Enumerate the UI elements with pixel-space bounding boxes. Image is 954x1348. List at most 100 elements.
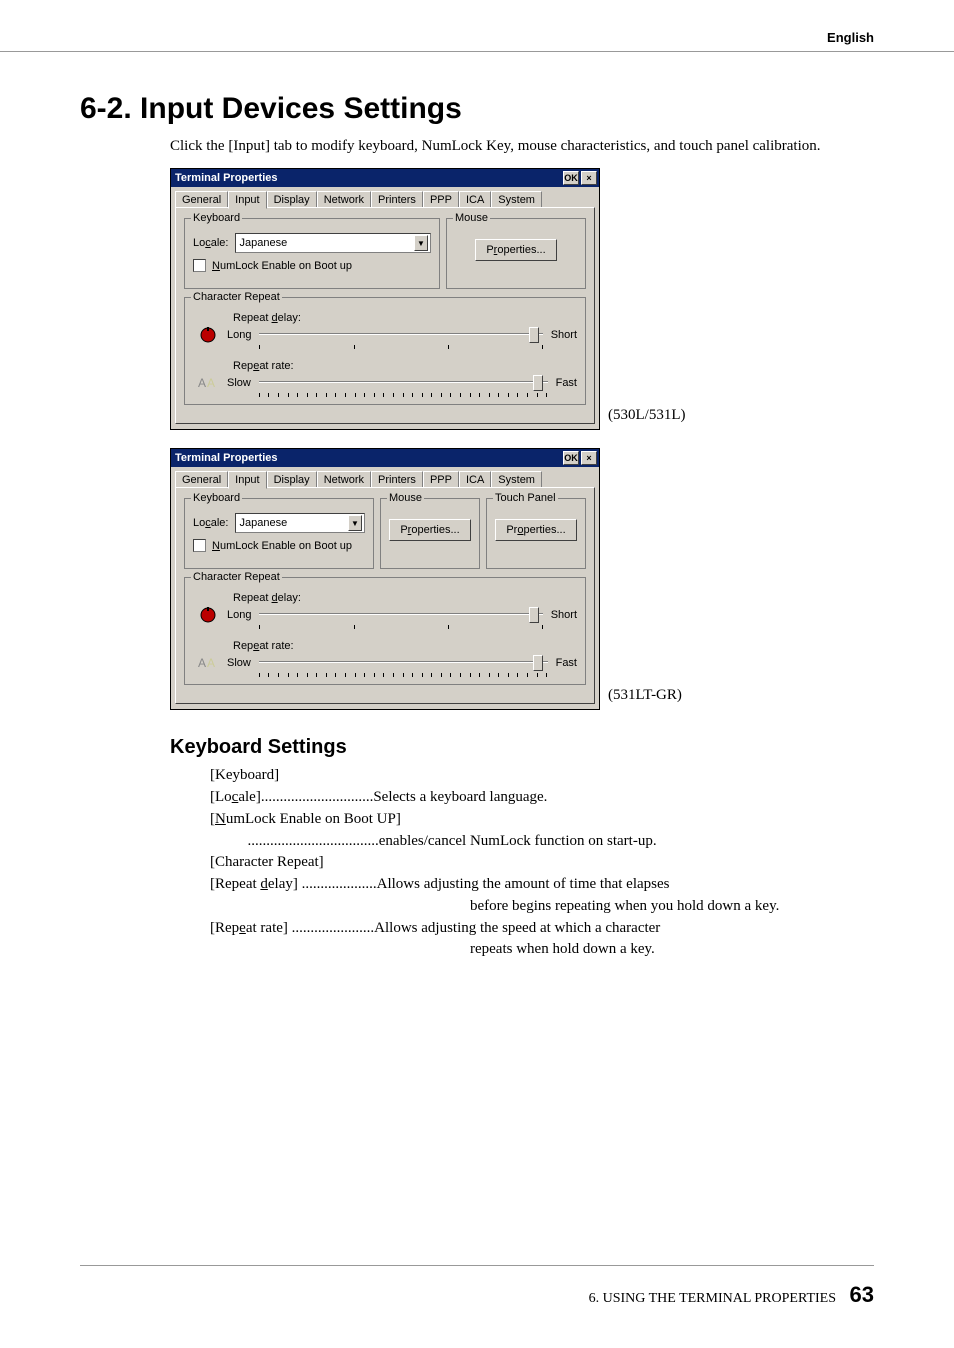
titlebar: Terminal Properties OK × xyxy=(171,169,599,187)
locale-label: Locale: xyxy=(193,237,229,249)
keyboard-group: Keyboard Locale: Japanese ▼ NumLock Enab… xyxy=(184,218,440,289)
dialog-row-1: Terminal Properties OK × General Input D… xyxy=(170,168,954,430)
touch-panel-group: Touch Panel Properties... xyxy=(486,498,586,569)
page-number: 63 xyxy=(850,1282,874,1307)
ok-button[interactable]: OK xyxy=(563,171,579,185)
tab-panel: Keyboard Locale: Japanese ▼ NumLock Enab… xyxy=(175,487,595,704)
touch-properties-button[interactable]: Properties... xyxy=(495,519,576,541)
svg-text:A: A xyxy=(207,376,215,390)
footer-chapter: 6. USING THE TERMINAL PROPERTIES xyxy=(589,1291,836,1306)
tab-ppp[interactable]: PPP xyxy=(423,471,459,488)
dialog-row-2: Terminal Properties OK × General Input D… xyxy=(170,448,954,710)
charrepeat-label: Character Repeat xyxy=(191,291,282,303)
numlock-checkbox[interactable] xyxy=(193,539,206,552)
def-numlock-desc: enables/cancel NumLock function on start… xyxy=(379,831,657,853)
def-rate-term: [Repeat rate] ...................... xyxy=(210,918,374,940)
repeat-rate-slider[interactable] xyxy=(259,373,548,393)
rate-icon: AA xyxy=(197,372,219,394)
keyboard-settings-title: Keyboard Settings xyxy=(170,736,954,759)
page-header: English xyxy=(0,0,954,52)
numlock-checkbox[interactable] xyxy=(193,259,206,272)
fast-label: Fast xyxy=(556,377,577,389)
repeat-delay-slider[interactable] xyxy=(259,325,542,345)
repeat-rate-label: Repeat rate: xyxy=(193,640,577,652)
tab-network[interactable]: Network xyxy=(317,471,371,488)
long-label: Long xyxy=(227,609,251,621)
chevron-down-icon: ▼ xyxy=(348,515,362,531)
close-button[interactable]: × xyxy=(581,171,597,185)
tab-general[interactable]: General xyxy=(175,191,228,208)
repeat-rate-slider[interactable] xyxy=(259,653,548,673)
def-keyboard: [Keyboard] xyxy=(210,765,874,787)
locale-value: Japanese xyxy=(240,517,349,529)
repeat-rate-slider-row: AA Slow Fast xyxy=(193,652,577,674)
numlock-label: NumLock Enable on Boot up xyxy=(212,540,352,552)
keyboard-group-label: Keyboard xyxy=(191,492,242,504)
mouse-properties-button[interactable]: Properties... xyxy=(475,239,556,261)
mouse-group: Mouse Properties... xyxy=(380,498,480,569)
delay-icon xyxy=(197,604,219,626)
repeat-delay-slider[interactable] xyxy=(259,605,542,625)
terminal-properties-dialog-1: Terminal Properties OK × General Input D… xyxy=(170,168,600,430)
numlock-label: NumLock Enable on Boot up xyxy=(212,260,352,272)
tab-system[interactable]: System xyxy=(491,191,542,208)
tab-input[interactable]: Input xyxy=(228,191,266,209)
titlebar-text: Terminal Properties xyxy=(175,452,561,464)
repeat-delay-slider-row: Long Short xyxy=(193,604,577,626)
tab-display[interactable]: Display xyxy=(267,191,317,208)
def-locale-term: [Locale].............................. xyxy=(210,787,373,809)
locale-select[interactable]: Japanese ▼ xyxy=(235,513,366,533)
tab-ica[interactable]: ICA xyxy=(459,471,491,488)
titlebar: Terminal Properties OK × xyxy=(171,449,599,467)
slow-label: Slow xyxy=(227,377,251,389)
caption-1: (530L/531L) xyxy=(608,407,685,424)
tab-printers[interactable]: Printers xyxy=(371,191,423,208)
close-button[interactable]: × xyxy=(581,451,597,465)
slow-label: Slow xyxy=(227,657,251,669)
svg-text:A: A xyxy=(207,656,215,670)
touch-group-label: Touch Panel xyxy=(493,492,558,504)
def-numlock-term: [NumLock Enable on Boot UP] xyxy=(210,809,874,831)
repeat-delay-slider-row: Long Short xyxy=(193,324,577,346)
svg-text:A: A xyxy=(198,656,206,670)
mouse-properties-button[interactable]: Properties... xyxy=(389,519,470,541)
mouse-group: Mouse Properties... xyxy=(446,218,586,289)
tab-system[interactable]: System xyxy=(491,471,542,488)
mouse-group-label: Mouse xyxy=(453,212,490,224)
terminal-properties-dialog-2: Terminal Properties OK × General Input D… xyxy=(170,448,600,710)
tab-network[interactable]: Network xyxy=(317,191,371,208)
def-delay-desc2: before begins repeating when you hold do… xyxy=(210,896,874,918)
def-locale-desc: Selects a keyboard language. xyxy=(373,787,547,809)
header-lang: English xyxy=(827,30,874,45)
keyboard-group-label: Keyboard xyxy=(191,212,242,224)
tab-input[interactable]: Input xyxy=(228,471,266,489)
locale-label: Locale: xyxy=(193,517,229,529)
repeat-delay-label: Repeat delay: xyxy=(193,312,577,324)
long-label: Long xyxy=(227,329,251,341)
def-charrepeat: [Character Repeat] xyxy=(210,852,874,874)
def-delay-term: [Repeat delay] .................... xyxy=(210,874,377,896)
tab-display[interactable]: Display xyxy=(267,471,317,488)
tab-ppp[interactable]: PPP xyxy=(423,191,459,208)
ok-button[interactable]: OK xyxy=(563,451,579,465)
svg-text:A: A xyxy=(198,376,206,390)
short-label: Short xyxy=(551,609,577,621)
tab-general[interactable]: General xyxy=(175,471,228,488)
keyboard-settings-definitions: [Keyboard] [Locale].....................… xyxy=(210,765,874,961)
charrepeat-label: Character Repeat xyxy=(191,571,282,583)
def-delay-desc1: Allows adjusting the amount of time that… xyxy=(377,874,670,896)
caption-2: (531LT-GR) xyxy=(608,687,682,704)
short-label: Short xyxy=(551,329,577,341)
tab-ica[interactable]: ICA xyxy=(459,191,491,208)
def-numlock-dots: ................................... xyxy=(210,831,379,853)
page-footer: 6. USING THE TERMINAL PROPERTIES 63 xyxy=(80,1265,874,1308)
locale-select[interactable]: Japanese ▼ xyxy=(235,233,432,253)
repeat-rate-slider-row: AA Slow Fast xyxy=(193,372,577,394)
section-intro: Click the [Input] tab to modify keyboard… xyxy=(170,136,874,156)
tab-printers[interactable]: Printers xyxy=(371,471,423,488)
tab-panel: Keyboard Locale: Japanese ▼ NumLock Enab… xyxy=(175,207,595,424)
def-rate-desc2: repeats when hold down a key. xyxy=(210,939,874,961)
delay-icon xyxy=(197,324,219,346)
tabs: General Input Display Network Printers P… xyxy=(171,187,599,208)
rate-icon: AA xyxy=(197,652,219,674)
